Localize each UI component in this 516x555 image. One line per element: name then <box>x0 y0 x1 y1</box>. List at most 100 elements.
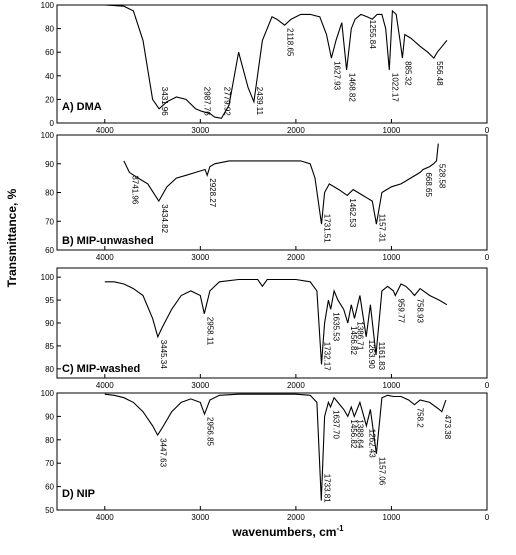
y-tick-label: 80 <box>45 189 54 198</box>
x-tick-label: 4000 <box>96 381 114 390</box>
peak-label: 528.58 <box>437 164 446 189</box>
panel-title: B) MIP-unwashed <box>62 235 154 247</box>
y-tick-label: 60 <box>45 48 54 57</box>
y-tick-label: 100 <box>41 389 55 398</box>
panel-title: D) NIP <box>62 488 95 500</box>
y-tick-label: 20 <box>45 95 54 104</box>
x-axis-label: wavenumbers, cm-1 <box>231 524 344 539</box>
peak-label: 1262.43 <box>367 429 376 458</box>
peak-label: 1732.17 <box>322 342 331 371</box>
x-tick-label: 3000 <box>191 126 209 135</box>
x-tick-label: 0 <box>485 126 490 135</box>
x-tick-label: 1000 <box>383 513 401 522</box>
y-axis-label: Transmittance, % <box>5 188 19 287</box>
peak-label: 3447.63 <box>159 438 168 467</box>
x-tick-label: 0 <box>485 381 490 390</box>
spectrum-line <box>123 143 439 225</box>
peak-label: 473.38 <box>443 415 452 440</box>
peak-label: 2779.92 <box>222 87 231 116</box>
peak-label: 1635.53 <box>332 312 341 341</box>
spectrum-line <box>104 393 447 501</box>
peak-label: 2928.27 <box>208 178 217 207</box>
peak-label: 556.48 <box>435 61 444 86</box>
y-tick-label: 40 <box>45 72 54 81</box>
x-axis-label-base: wavenumbers, cm <box>231 525 336 539</box>
peak-label: 1022.17 <box>390 73 399 102</box>
x-tick-label: 4000 <box>96 513 114 522</box>
peak-label: 2956.85 <box>205 417 214 446</box>
peak-label: 2958.11 <box>205 317 214 346</box>
peak-label: 3445.34 <box>159 340 168 369</box>
peak-label: 1468.82 <box>348 73 357 102</box>
x-tick-label: 0 <box>485 513 490 522</box>
plot-frame <box>56 267 488 379</box>
x-tick-label: 4000 <box>96 253 114 262</box>
peak-label: 2987.76 <box>203 87 212 116</box>
y-tick-label: 70 <box>45 459 54 468</box>
x-tick-label: 2000 <box>287 381 305 390</box>
spectrum-panel: 4000 3000 2000 1000 0 80 85 90 95 100 3445.34 2958.… <box>41 267 490 390</box>
peak-label: 758.93 <box>415 299 424 324</box>
peak-label: 1462.53 <box>348 198 357 227</box>
plot-frame <box>56 392 488 511</box>
y-tick-label: 60 <box>45 246 54 255</box>
x-tick-label: 2000 <box>287 513 305 522</box>
y-tick-label: 100 <box>41 273 55 282</box>
peak-label: 1263.90 <box>367 340 376 369</box>
peak-label: 668.65 <box>424 173 433 198</box>
y-tick-label: 80 <box>45 365 54 374</box>
y-tick-label: 90 <box>45 319 54 328</box>
spectrum-line <box>104 278 448 365</box>
x-tick-label: 4000 <box>96 126 114 135</box>
x-tick-label: 3000 <box>191 381 209 390</box>
peak-label: 1627.93 <box>332 61 341 90</box>
y-tick-label: 95 <box>45 296 54 305</box>
peak-label: 3741.96 <box>130 175 139 204</box>
panel-title: A) DMA <box>62 101 102 113</box>
y-tick-label: 80 <box>45 25 54 34</box>
peak-label: 3431.96 <box>160 87 169 116</box>
peak-label: 1637.70 <box>332 410 341 439</box>
x-tick-label: 3000 <box>191 253 209 262</box>
peak-label: 1731.51 <box>323 214 332 243</box>
peak-label: 1733.81 <box>322 474 331 503</box>
y-tick-label: 60 <box>45 483 54 492</box>
x-tick-label: 2000 <box>287 126 305 135</box>
plot-frame <box>56 4 488 124</box>
x-tick-label: 3000 <box>191 513 209 522</box>
y-tick-label: 70 <box>45 217 54 226</box>
y-tick-label: 80 <box>45 436 54 445</box>
peak-label: 3434.82 <box>160 204 169 233</box>
peak-label: 2118.65 <box>286 28 295 57</box>
x-tick-label: 1000 <box>383 126 401 135</box>
peak-label: 1161.83 <box>377 342 386 371</box>
plot-frame <box>56 134 488 251</box>
y-tick-label: 90 <box>45 412 54 421</box>
x-tick-label: 2000 <box>287 253 305 262</box>
peak-label: 1157.31 <box>377 214 386 243</box>
y-tick-label: 0 <box>50 119 55 128</box>
x-axis-label-superscript: -1 <box>336 524 344 533</box>
x-tick-label: 1000 <box>383 381 401 390</box>
y-tick-label: 100 <box>41 131 55 140</box>
y-tick-label: 100 <box>41 1 55 10</box>
y-tick-label: 85 <box>45 342 54 351</box>
peak-label: 1157.06 <box>377 457 386 486</box>
peak-label: 1456.82 <box>349 326 358 355</box>
peak-label: 1388.64 <box>355 419 364 448</box>
panel-title: C) MIP-washed <box>62 363 140 375</box>
x-tick-label: 1000 <box>383 253 401 262</box>
peak-label: 2439.11 <box>255 87 264 116</box>
y-tick-label: 50 <box>45 506 54 515</box>
peak-label: 1456.82 <box>349 419 358 448</box>
peak-label: 1386.71 <box>355 321 364 350</box>
y-tick-label: 90 <box>45 160 54 169</box>
peak-label: 959.77 <box>396 299 405 324</box>
spectrum-panel: 4000 3000 2000 1000 0 60 70 80 90 100 3741.96 3434.… <box>41 131 490 262</box>
spectrum-panel: 4000 3000 2000 1000 0 0 20 40 60 80 100 3431.96 2987… <box>41 1 490 135</box>
spectrum-panel: 4000 3000 2000 1000 0 50 60 70 80 90 100 3447.63 295… <box>41 389 490 522</box>
peak-label: 758.2 <box>416 408 425 429</box>
x-tick-label: 0 <box>485 253 490 262</box>
